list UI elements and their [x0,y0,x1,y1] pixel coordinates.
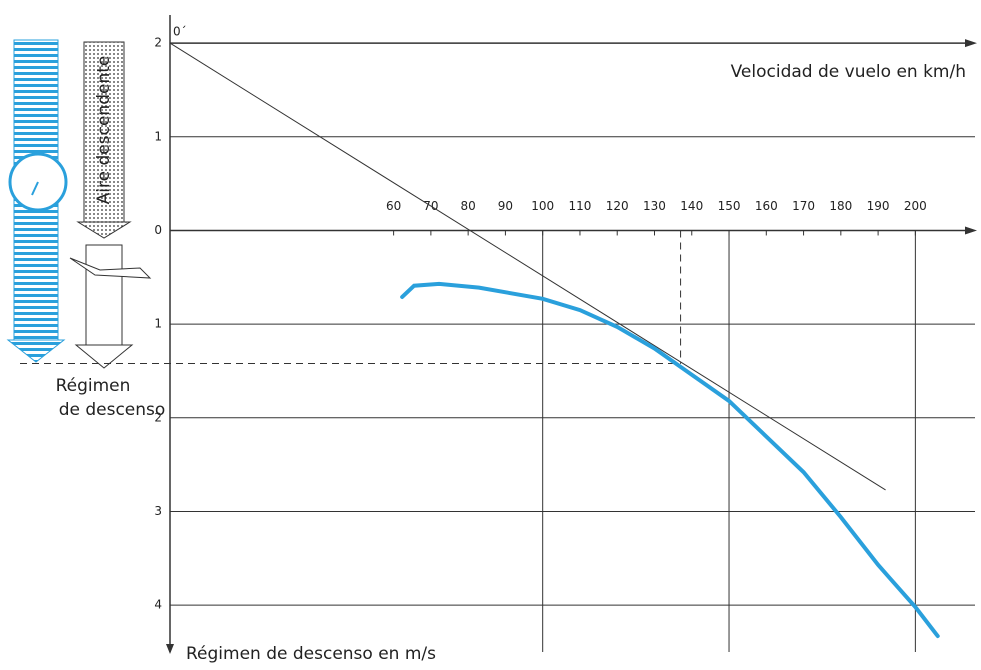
y-tick-label: 0 [154,223,162,237]
y-tick-label: 2 [154,410,162,424]
x-tick-label: 100 [531,199,554,213]
air-label: Aire descendente [94,56,114,205]
x-tick-label: 180 [829,199,852,213]
y-tick-label: 1 [154,317,162,331]
origin-label: 0´ [173,25,187,39]
y-tick-label: 2 [154,36,162,50]
x-axis-title: Velocidad de vuelo en km/h [731,62,966,82]
x-tick-label: 110 [569,199,592,213]
sink-label: Régimen [56,376,131,396]
tangent-line [169,42,886,491]
x-tick-label: 120 [606,199,629,213]
y-tick-label: 1 [154,129,162,143]
x-tick-label: 200 [904,199,927,213]
arrow [965,39,977,48]
y-tick-label: 3 [154,504,162,518]
y-tick-label: 4 [154,598,162,612]
y-axis-title: Régimen de descenso en m/s [186,644,436,664]
x-tick-label: 150 [718,199,741,213]
x-tick-label: 80 [461,199,476,213]
x-tick-label: 170 [792,199,815,213]
polar-curve [400,281,940,639]
illustration [6,39,152,369]
x-tick-label: 130 [643,199,666,213]
x-tick-label: 140 [680,199,703,213]
x-tick-label: 160 [755,199,778,213]
arrow [166,644,174,654]
x-tick-label: 60 [386,199,401,213]
sink-label: de descenso [59,400,166,420]
x-tick-label: 190 [867,199,890,213]
x-tick-label: 90 [498,199,513,213]
arrow [965,226,977,235]
